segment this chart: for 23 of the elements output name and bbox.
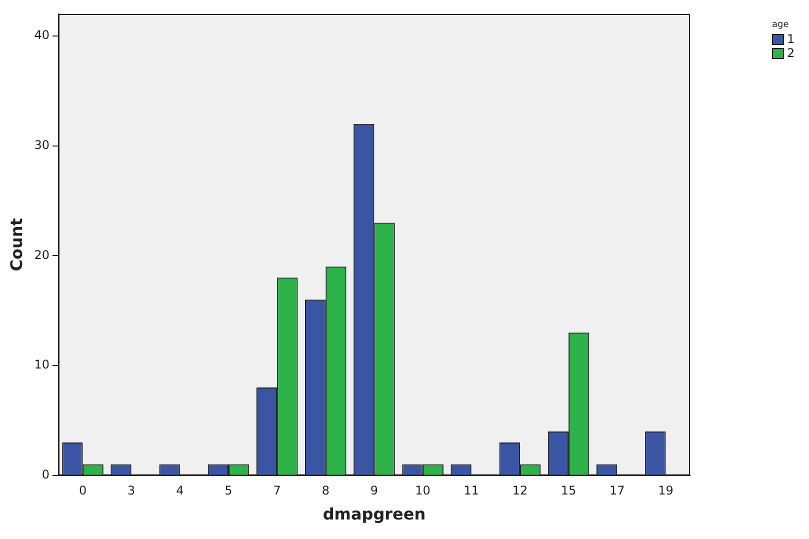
y-tick-label: 10 [34,358,50,372]
x-tick-label: 19 [658,484,674,498]
x-tick-label: 11 [464,484,480,498]
x-tick-label: 10 [415,484,430,498]
y-axis-title: Count [6,218,26,272]
y-tick-label: 40 [34,28,50,42]
x-tick-label: 17 [609,484,625,498]
x-tick-label: 4 [176,484,184,498]
x-tick-label: 9 [370,484,378,498]
x-tick-label: 8 [322,484,330,498]
x-tick-label: 7 [273,484,281,498]
legend-label: 2 [787,46,795,60]
y-tick-label: 30 [34,138,50,152]
x-tick-label: 3 [128,484,136,498]
y-tick-label: 20 [34,248,50,262]
y-tick-label: 0 [42,468,50,482]
x-tick-label: 15 [560,484,576,498]
legend-label: 1 [787,32,795,46]
x-tick-label: 12 [512,484,528,498]
legend-title: age [772,20,790,30]
x-axis-title: dmapgreen [322,504,426,524]
x-tick-label: 5 [224,484,232,498]
x-tick-label: 0 [78,484,87,498]
